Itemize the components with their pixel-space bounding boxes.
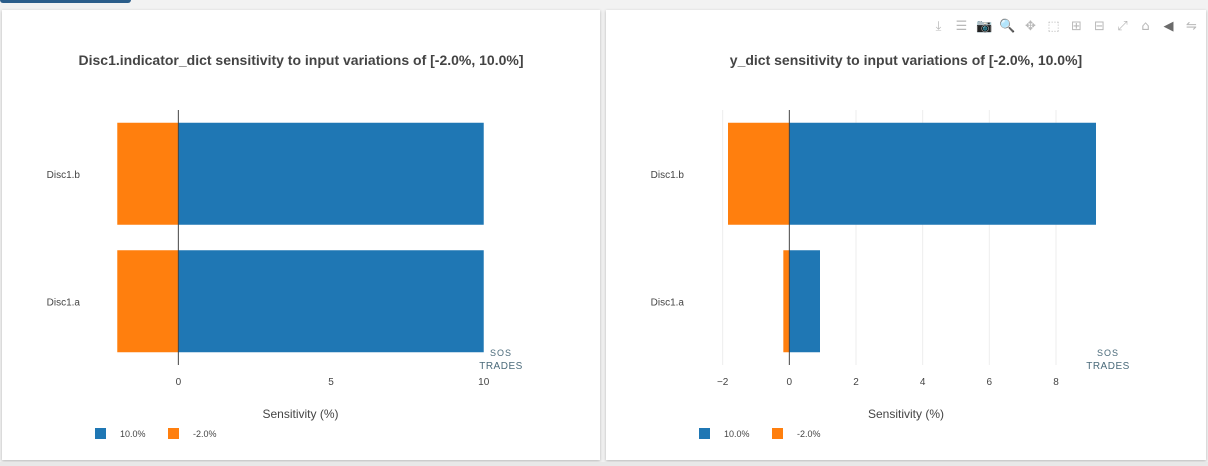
- x-axis-label: Sensitivity (%): [262, 407, 338, 421]
- x-tick-label: 6: [987, 377, 993, 388]
- hover-compare-icon[interactable]: ⇋: [1186, 18, 1197, 34]
- hover-closest-icon[interactable]: ◀: [1163, 18, 1174, 34]
- camera-icon[interactable]: 📷: [976, 18, 993, 34]
- bar-10.0%-Disc1.b: [789, 122, 1096, 225]
- x-tick-label: 0: [787, 377, 793, 388]
- bar-10.0%-Disc1.b: [178, 122, 484, 225]
- legend-label: -2.0%: [797, 429, 821, 439]
- watermark-logo-top: SOS: [490, 348, 512, 358]
- chart-indicator-svg: Disc1.indicator_dict sensitivity to inpu…: [47, 52, 524, 439]
- box-select-icon[interactable]: ⬚: [1047, 18, 1060, 34]
- legend-swatch: [95, 428, 106, 439]
- bottom-divider: [0, 462, 1208, 466]
- plot-toolbar: ⤓ ☰ 📷 🔍 ✥ ⬚ ⊞ ⊟ ⤢ ⌂ ◀ ⇋: [928, 16, 1202, 36]
- zoom-out-icon[interactable]: ⊟: [1094, 18, 1105, 34]
- autoscale-icon[interactable]: ⤢: [1117, 18, 1128, 34]
- legend-swatch: [168, 428, 179, 439]
- chart-y-svg: y_dict sensitivity to input variations o…: [651, 52, 1130, 439]
- bar-10.0%-Disc1.a: [789, 250, 820, 353]
- x-axis-label: Sensitivity (%): [868, 407, 944, 421]
- home-icon[interactable]: ⌂: [1141, 18, 1150, 34]
- bar--2.0%-Disc1.a: [117, 250, 179, 353]
- category-label: Disc1.b: [651, 170, 685, 181]
- chart-title: Disc1.indicator_dict sensitivity to inpu…: [79, 52, 524, 68]
- legend-label: 10.0%: [724, 429, 750, 439]
- bar--2.0%-Disc1.b: [728, 122, 790, 225]
- chart-panel-y: y_dict sensitivity to input variations o…: [606, 10, 1206, 460]
- x-tick-label: 2: [853, 377, 859, 388]
- legend-label: -2.0%: [193, 429, 217, 439]
- legend-swatch: [772, 428, 783, 439]
- x-tick-label: 5: [328, 377, 334, 388]
- zoom-in-icon[interactable]: ⊞: [1071, 18, 1082, 34]
- top-tab-indicator: [0, 0, 131, 3]
- pan-icon[interactable]: ✥: [1025, 18, 1036, 34]
- chart-panel-indicator: Disc1.indicator_dict sensitivity to inpu…: [2, 10, 600, 460]
- zoom-icon[interactable]: 🔍: [999, 18, 1016, 34]
- list-icon[interactable]: ☰: [955, 18, 968, 34]
- x-tick-label: −2: [717, 377, 729, 388]
- x-tick-label: 10: [478, 377, 490, 388]
- category-label: Disc1.a: [47, 297, 81, 308]
- watermark-logo-top: SOS: [1097, 348, 1119, 358]
- watermark-logo-bottom: TRADES: [1086, 361, 1130, 372]
- x-tick-label: 0: [176, 377, 182, 388]
- legend-label: 10.0%: [120, 429, 146, 439]
- legend-swatch: [699, 428, 710, 439]
- chart-title: y_dict sensitivity to input variations o…: [730, 52, 1082, 68]
- download-icon[interactable]: ⤓: [935, 18, 942, 34]
- bar--2.0%-Disc1.b: [117, 122, 179, 225]
- bar-10.0%-Disc1.a: [178, 250, 484, 353]
- bar--2.0%-Disc1.a: [783, 250, 790, 353]
- x-tick-label: 4: [920, 377, 926, 388]
- x-tick-label: 8: [1053, 377, 1059, 388]
- watermark-logo-bottom: TRADES: [479, 361, 523, 372]
- category-label: Disc1.b: [47, 170, 81, 181]
- category-label: Disc1.a: [651, 297, 685, 308]
